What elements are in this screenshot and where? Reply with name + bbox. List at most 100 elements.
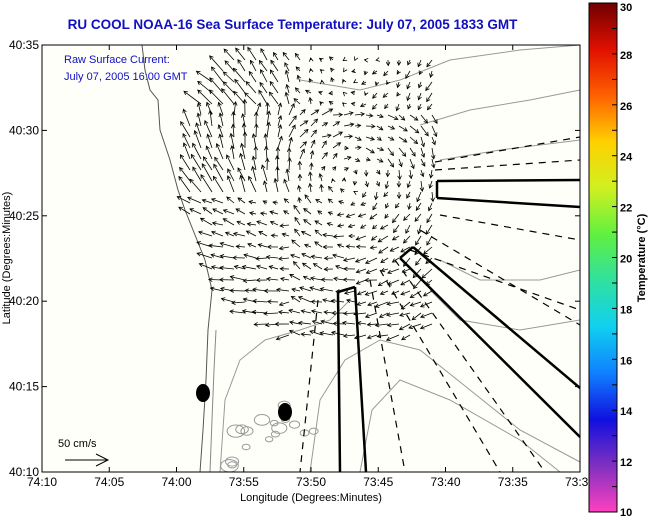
current-vector-head xyxy=(310,299,316,305)
current-vector-head xyxy=(403,262,408,267)
current-vector-head xyxy=(251,309,257,315)
current-vector-head xyxy=(241,264,247,270)
current-vector-head xyxy=(179,166,184,172)
current-vector xyxy=(335,265,345,270)
current-vector xyxy=(337,244,345,248)
current-vector-head xyxy=(292,115,297,120)
current-vector-head xyxy=(322,244,327,250)
current-vector-head xyxy=(369,215,375,220)
current-vector xyxy=(365,180,368,187)
current-vector-head xyxy=(350,90,356,96)
current-vector xyxy=(405,70,411,79)
current-vector-head xyxy=(264,322,270,328)
current-vector-head xyxy=(328,101,334,106)
current-vector xyxy=(416,191,422,202)
current-vector-head xyxy=(351,68,356,74)
current-vector-head xyxy=(276,287,281,293)
depth-contour xyxy=(429,289,581,331)
current-vector xyxy=(409,114,419,121)
current-vector xyxy=(390,246,400,252)
current-vector-head xyxy=(425,259,430,264)
current-vector xyxy=(298,296,312,303)
current-vector xyxy=(356,301,367,306)
current-vector-head xyxy=(248,199,253,205)
current-vector xyxy=(232,124,235,138)
current-vector xyxy=(358,213,367,217)
current-vector xyxy=(370,246,378,249)
current-vector-head xyxy=(331,166,337,171)
current-vector-head xyxy=(354,56,359,62)
current-vector-head xyxy=(300,332,306,337)
current-vector-head xyxy=(277,102,283,108)
current-vector xyxy=(273,52,279,61)
current-vector-head xyxy=(232,255,237,260)
current-vector xyxy=(290,254,301,259)
beam-dashed-edge xyxy=(439,214,581,241)
current-vector-head xyxy=(233,264,239,270)
current-vector-head xyxy=(259,211,265,216)
current-vector xyxy=(403,235,411,244)
current-vector-head xyxy=(389,136,395,141)
current-vector-head xyxy=(345,213,351,218)
current-vector-head xyxy=(313,118,319,124)
depth-contour xyxy=(253,414,271,426)
current-vector xyxy=(231,145,235,160)
current-vector-head xyxy=(396,61,402,66)
current-vector xyxy=(234,79,246,94)
current-vector xyxy=(398,125,408,132)
colorbar-tick-label: 10 xyxy=(620,507,632,518)
current-vector xyxy=(372,202,378,210)
colorbar-tick-label: 28 xyxy=(620,50,632,62)
current-vector xyxy=(256,265,268,270)
current-vector xyxy=(380,257,389,263)
current-vector xyxy=(401,301,411,310)
current-vector xyxy=(387,301,400,305)
current-vector-head xyxy=(376,333,382,339)
current-vector xyxy=(425,81,433,91)
current-vector xyxy=(314,220,323,226)
current-vector-head xyxy=(278,245,284,251)
current-vector-head xyxy=(193,129,198,135)
current-vector-head xyxy=(356,321,362,326)
current-vector xyxy=(293,261,301,270)
y-tick-label: 40:35 xyxy=(9,38,39,52)
current-vector-head xyxy=(275,146,281,152)
current-vector-head xyxy=(429,73,434,78)
current-vector xyxy=(332,142,341,149)
current-vector xyxy=(375,323,389,326)
current-vector xyxy=(182,109,191,127)
current-vector-head xyxy=(223,48,229,54)
depth-contour xyxy=(308,427,319,435)
current-vector xyxy=(310,277,323,281)
current-vector-head xyxy=(222,71,228,76)
current-vector xyxy=(417,224,422,234)
current-vector-head xyxy=(360,201,366,206)
current-vector-head xyxy=(297,184,302,190)
current-vector-head xyxy=(392,218,397,224)
current-vector xyxy=(309,172,312,182)
current-vector-head xyxy=(283,198,289,203)
current-vector xyxy=(259,60,268,72)
current-vector xyxy=(295,87,301,94)
current-vector-head xyxy=(226,196,231,201)
current-vector-head xyxy=(266,299,272,304)
current-vector xyxy=(333,323,345,325)
current-vector xyxy=(411,312,422,321)
current-vector-head xyxy=(219,265,224,271)
current-vector-head xyxy=(258,231,263,236)
current-vector xyxy=(360,103,367,107)
current-vector-head xyxy=(237,58,242,64)
current-vector-head xyxy=(259,81,264,87)
current-vector xyxy=(222,81,235,94)
y-tick-label: 40:20 xyxy=(9,294,39,308)
current-vector xyxy=(387,147,394,156)
current-vector-head xyxy=(369,245,375,250)
current-vector xyxy=(197,252,213,259)
current-vector xyxy=(354,158,360,162)
current-vector-head xyxy=(291,287,297,293)
current-vector xyxy=(202,207,213,215)
current-vector xyxy=(207,134,213,149)
depth-contour xyxy=(439,139,581,161)
current-vector-head xyxy=(197,230,203,235)
current-vector-head xyxy=(333,276,338,282)
